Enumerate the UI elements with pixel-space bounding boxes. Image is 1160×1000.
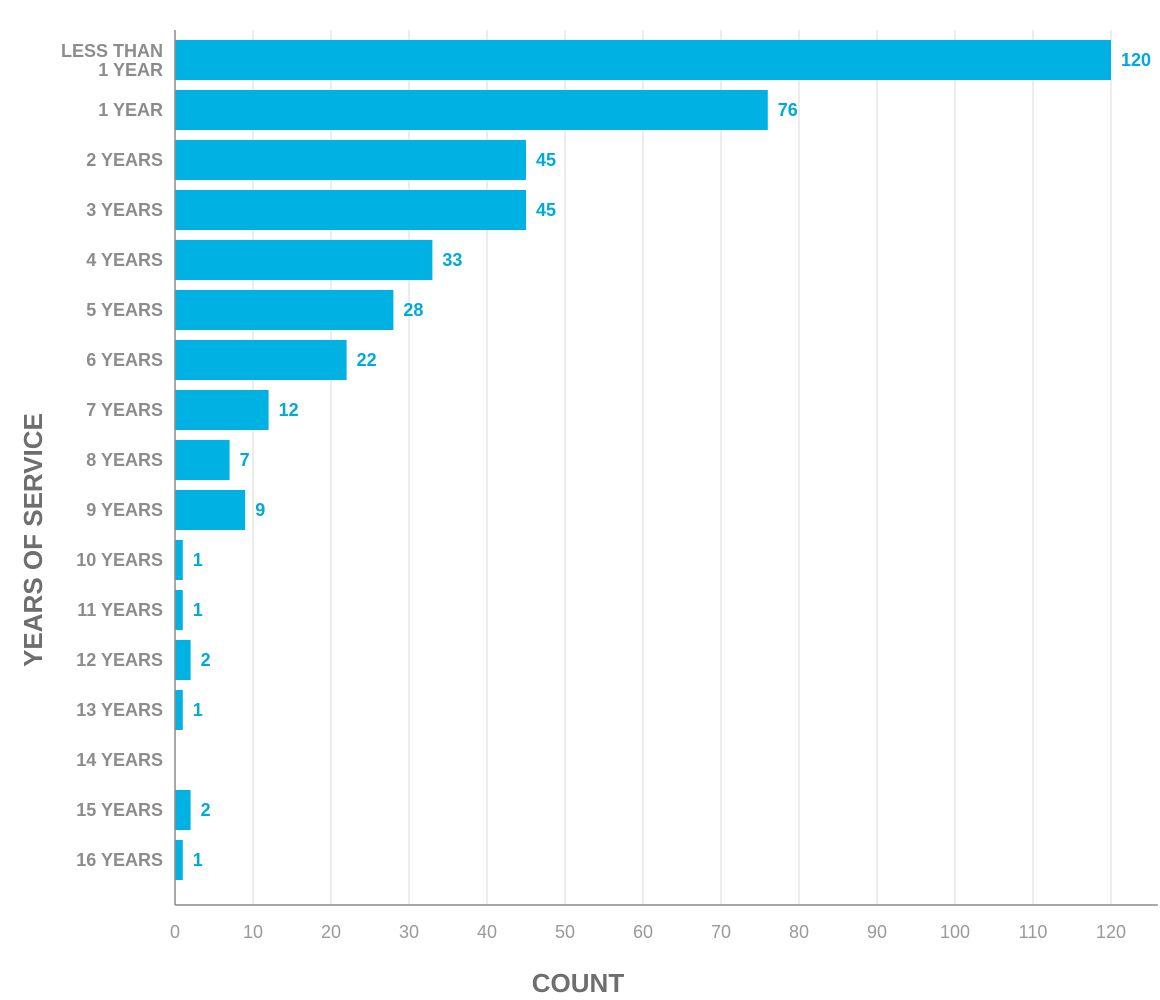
- category-label: 1 YEAR: [98, 60, 163, 80]
- bar-value-label: 28: [403, 300, 423, 320]
- bar: [175, 840, 183, 880]
- bar: [175, 790, 191, 830]
- bar: [175, 440, 230, 480]
- x-tick-label: 50: [555, 922, 575, 942]
- x-tick-label: 60: [633, 922, 653, 942]
- bar-value-label: 33: [442, 250, 462, 270]
- x-tick-label: 20: [321, 922, 341, 942]
- bar: [175, 290, 394, 330]
- bar: [175, 190, 526, 230]
- category-label: 3 YEARS: [86, 200, 163, 220]
- x-tick-label: 10: [243, 922, 263, 942]
- category-label: 14 YEARS: [76, 750, 163, 770]
- x-tick-label: 40: [477, 922, 497, 942]
- category-label: 5 YEARS: [86, 300, 163, 320]
- bar-value-label: 1: [193, 550, 203, 570]
- category-label: 13 YEARS: [76, 700, 163, 720]
- category-label: 9 YEARS: [86, 500, 163, 520]
- x-tick-label: 110: [1019, 922, 1048, 942]
- x-tick-labels: 0 10 20 30 40 50 60 70 80 90 100 110 120: [170, 922, 1126, 942]
- x-tick-label: 30: [399, 922, 419, 942]
- bars: [175, 40, 1111, 880]
- category-label: LESS THAN: [61, 41, 163, 61]
- x-axis-title: COUNT: [532, 968, 625, 998]
- x-tick-label: 120: [1096, 922, 1126, 942]
- bar: [175, 90, 768, 130]
- category-label: 7 YEARS: [86, 400, 163, 420]
- bar: [175, 490, 246, 530]
- y-axis-title: YEARS OF SERVICE: [18, 413, 48, 667]
- bar-value-label: 2: [201, 650, 211, 670]
- bar: [175, 640, 191, 680]
- category-label: 4 YEARS: [86, 250, 163, 270]
- category-label: 16 YEARS: [76, 850, 163, 870]
- axes: [174, 30, 1158, 906]
- category-label: 12 YEARS: [76, 650, 163, 670]
- category-label: 15 YEARS: [76, 800, 163, 820]
- bar-value-label: 45: [536, 150, 556, 170]
- bar: [175, 690, 183, 730]
- bar-value-label: 1: [193, 700, 203, 720]
- bar-value-label: 120: [1121, 50, 1151, 70]
- bar-value-label: 9: [255, 500, 265, 520]
- bar: [175, 240, 433, 280]
- bar: [175, 340, 347, 380]
- category-label: 11 YEARS: [77, 600, 163, 620]
- x-tick-label: 80: [789, 922, 809, 942]
- x-tick-label: 70: [711, 922, 731, 942]
- bar-value-label: 22: [357, 350, 377, 370]
- bar-value-label: 1: [193, 850, 203, 870]
- bar-value-label: 45: [536, 200, 556, 220]
- category-label: 8 YEARS: [86, 450, 163, 470]
- bar-value-label: 76: [778, 100, 798, 120]
- category-label: 6 YEARS: [86, 350, 163, 370]
- bar: [175, 590, 183, 630]
- bar: [175, 140, 526, 180]
- x-tick-label: 0: [170, 922, 180, 942]
- category-label: 2 YEARS: [86, 150, 163, 170]
- bar: [175, 40, 1111, 80]
- category-label: 1 YEAR: [98, 100, 163, 120]
- bar-value-label: 7: [240, 450, 250, 470]
- bar: [175, 390, 269, 430]
- category-label: 10 YEARS: [76, 550, 163, 570]
- bar-value-label: 2: [201, 800, 211, 820]
- bar: [175, 540, 183, 580]
- bar-value-label: 1: [193, 600, 203, 620]
- x-tick-label: 100: [940, 922, 970, 942]
- x-tick-label: 90: [867, 922, 887, 942]
- bar-value-label: 12: [279, 400, 299, 420]
